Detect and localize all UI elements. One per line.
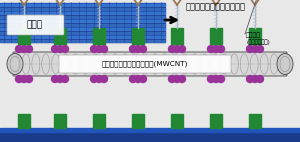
Bar [0, 3, 165, 6]
Circle shape [95, 76, 103, 83]
Circle shape [56, 45, 64, 53]
Bar [0, 16, 165, 18]
Circle shape [178, 76, 185, 83]
Bar [18, 114, 30, 128]
Circle shape [52, 45, 58, 53]
FancyBboxPatch shape [7, 15, 64, 35]
Circle shape [173, 45, 181, 53]
Bar [249, 28, 261, 44]
Bar [0, 128, 300, 132]
Circle shape [130, 76, 136, 83]
FancyBboxPatch shape [13, 52, 287, 76]
Circle shape [91, 76, 98, 83]
FancyBboxPatch shape [59, 55, 231, 73]
Circle shape [16, 45, 22, 53]
Circle shape [140, 45, 146, 53]
Bar [0, 15, 165, 18]
Text: (分子モーター): (分子モーター) [246, 39, 270, 45]
Bar [93, 28, 105, 44]
Bar [210, 114, 222, 128]
Bar [0, 23, 165, 26]
Bar [0, 130, 300, 142]
Circle shape [208, 76, 214, 83]
Circle shape [218, 45, 224, 53]
Bar [0, 19, 165, 22]
Circle shape [56, 76, 64, 83]
Ellipse shape [7, 54, 23, 74]
Bar [0, 36, 165, 38]
Circle shape [26, 45, 32, 53]
Circle shape [130, 45, 136, 53]
Circle shape [100, 45, 107, 53]
Bar [0, 40, 165, 42]
Bar [0, 4, 165, 6]
Circle shape [16, 76, 22, 83]
Circle shape [52, 76, 58, 83]
Bar [0, 7, 165, 10]
Circle shape [212, 45, 220, 53]
Bar [0, 31, 165, 34]
Bar [0, 27, 165, 30]
Bar [54, 28, 66, 44]
Bar [0, 20, 165, 22]
Bar [132, 114, 144, 128]
Bar [0, 35, 165, 38]
Bar [171, 28, 183, 44]
Bar [210, 28, 222, 44]
Ellipse shape [277, 54, 293, 74]
Bar [0, 11, 165, 14]
Circle shape [169, 45, 176, 53]
Bar [0, 24, 165, 26]
Circle shape [251, 76, 259, 83]
Text: 多層カーボンナノチューブ(MWCNT): 多層カーボンナノチューブ(MWCNT) [102, 61, 188, 67]
Bar [171, 114, 183, 128]
Bar [0, 28, 165, 30]
Text: キネシン: キネシン [246, 32, 261, 38]
Circle shape [100, 76, 107, 83]
Circle shape [178, 45, 185, 53]
Bar [0, 8, 165, 10]
Text: 微小管: 微小管 [27, 20, 43, 30]
Circle shape [256, 45, 263, 53]
Bar [0, 32, 165, 34]
Circle shape [256, 76, 263, 83]
Bar [18, 28, 30, 44]
Circle shape [169, 76, 176, 83]
Circle shape [134, 76, 142, 83]
Bar [132, 28, 144, 44]
Bar [54, 114, 66, 128]
Circle shape [20, 76, 28, 83]
Circle shape [218, 76, 224, 83]
Circle shape [140, 76, 146, 83]
Circle shape [212, 76, 220, 83]
Circle shape [251, 45, 259, 53]
Circle shape [247, 76, 254, 83]
Circle shape [26, 76, 32, 83]
Bar [0, 39, 165, 42]
Bar [93, 114, 105, 128]
Circle shape [208, 45, 214, 53]
Circle shape [95, 45, 103, 53]
Text: 一次元方向の輸送システム: 一次元方向の輸送システム [186, 3, 246, 12]
Circle shape [91, 45, 98, 53]
Circle shape [134, 45, 142, 53]
Bar [249, 114, 261, 128]
Circle shape [20, 45, 28, 53]
Circle shape [61, 76, 68, 83]
Bar [0, 12, 165, 14]
Circle shape [173, 76, 181, 83]
Circle shape [61, 45, 68, 53]
Circle shape [247, 45, 254, 53]
